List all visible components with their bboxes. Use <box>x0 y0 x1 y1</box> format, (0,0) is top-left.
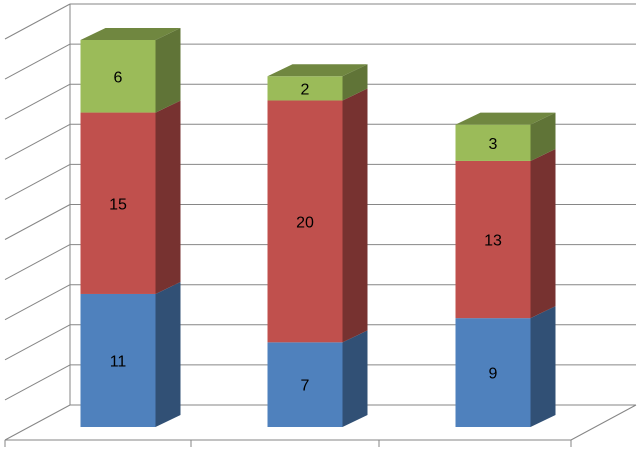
bar-segment-front <box>455 160 531 319</box>
bar-segment-side <box>342 88 368 343</box>
side-wall-gridline <box>4 244 71 281</box>
side-wall-gridline <box>4 3 71 40</box>
data-labels: 11 15 6 7 20 2 9 13 3 <box>109 69 502 394</box>
bar-segment-front <box>80 40 156 113</box>
data-label: 3 <box>489 136 498 153</box>
bar-segment-side <box>155 28 181 113</box>
side-wall-gridline <box>4 284 71 321</box>
bar-segment-front <box>80 112 156 294</box>
bar-segment-front <box>455 124 531 161</box>
bar-segment <box>80 281 181 427</box>
data-label: 20 <box>296 214 314 231</box>
data-label: 2 <box>301 81 310 98</box>
bar-segment-side <box>530 306 556 427</box>
bars <box>80 28 556 427</box>
bar-segment-side <box>155 100 181 294</box>
bar-segment-side <box>530 112 556 161</box>
side-wall-gridline <box>4 123 71 160</box>
bar-segment <box>80 100 181 294</box>
bar-segment-front <box>267 76 343 101</box>
bar-segment-side <box>342 330 368 427</box>
bar-top-face <box>455 112 556 125</box>
side-wall-gridline <box>4 83 71 120</box>
data-label: 6 <box>114 69 123 86</box>
bar-top-face <box>267 64 368 77</box>
bar-segment <box>455 112 556 161</box>
side-wall-gridline <box>4 404 71 441</box>
bar-segment-side <box>342 64 368 101</box>
data-label: 13 <box>484 233 502 250</box>
bar-segment <box>455 148 556 319</box>
bar-top-face <box>80 28 181 40</box>
bar-segment <box>455 306 556 427</box>
data-label: 7 <box>301 378 310 395</box>
bar-segment-front <box>80 293 156 427</box>
floor-edge <box>570 404 637 441</box>
bar-segment <box>267 330 368 427</box>
data-label: 15 <box>109 196 127 213</box>
side-wall-gridline <box>4 324 71 361</box>
data-label: 11 <box>110 353 127 370</box>
x-axis <box>4 439 572 447</box>
bar-segment <box>267 88 368 343</box>
bar-segment-front <box>267 342 343 427</box>
bar-segment-side <box>155 281 181 427</box>
data-label: 9 <box>489 366 498 383</box>
side-wall-gridline <box>4 364 71 401</box>
bar-segment-front <box>267 100 343 343</box>
bar-segment-front <box>455 318 531 427</box>
side-wall-gridline <box>4 163 71 200</box>
side-wall-gridline <box>4 43 71 80</box>
bar-segment <box>267 64 368 101</box>
bar-segment <box>80 28 181 113</box>
side-wall-gridline <box>4 204 71 240</box>
bar-segment-side <box>530 148 556 319</box>
